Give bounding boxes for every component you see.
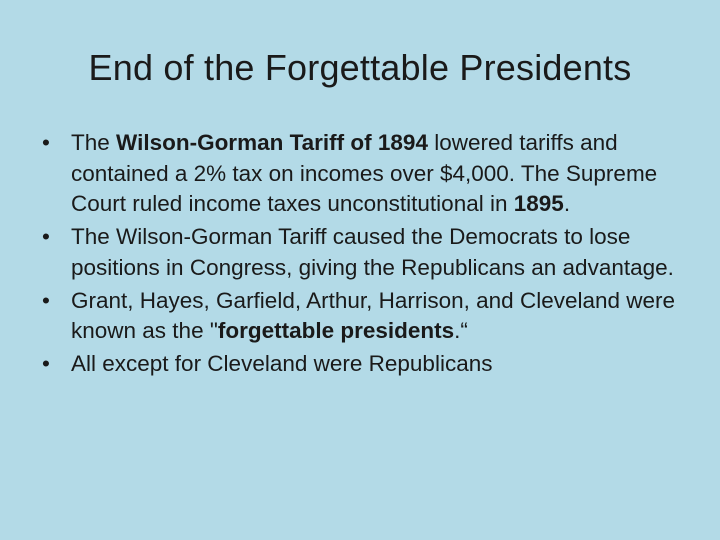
bullet-segment: . <box>563 191 571 217</box>
bullet-text: All except for Cleveland were Republican… <box>71 351 492 376</box>
bullet-segment-bold: 1895 <box>513 191 564 217</box>
bullet-dot-icon: • <box>42 287 50 313</box>
bullet-segment: The <box>71 130 117 155</box>
bullet-text: The Wilson-Gorman Tariff of 1894 lowered… <box>71 130 657 216</box>
bullet-list: • The Wilson-Gorman Tariff of 1894 lower… <box>42 128 692 382</box>
bullet-item: • All except for Cleveland were Republic… <box>42 349 692 380</box>
bullet-segment: All except for Cleveland were Republican… <box>71 350 493 376</box>
bullet-dot-icon: • <box>42 350 50 376</box>
bullet-segment-bold: Wilson-Gorman Tariff of 1894 <box>116 130 428 155</box>
bullet-item: • The Wilson-Gorman Tariff caused the De… <box>42 222 692 283</box>
bullet-segment: The Wilson-Gorman Tariff caused the Demo… <box>71 224 674 280</box>
bullet-text: The Wilson-Gorman Tariff caused the Demo… <box>71 224 674 280</box>
bullet-segment: .“ <box>454 318 468 344</box>
bullet-item: • The Wilson-Gorman Tariff of 1894 lower… <box>42 128 692 220</box>
bullet-segment: lowered tariffs and contained a 2% tax o… <box>71 130 658 217</box>
bullet-segment: Grant, Hayes, Garfield, Arthur, Harrison… <box>71 287 676 344</box>
bullet-segment-bold: forgettable presidents <box>217 318 455 344</box>
bullet-item: • Grant, Hayes, Garfield, Arthur, Harris… <box>42 286 692 347</box>
bullet-dot-icon: • <box>42 224 50 250</box>
bullet-text: Grant, Hayes, Garfield, Arthur, Harrison… <box>71 288 675 344</box>
slide-title: End of the Forgettable Presidents <box>88 47 632 88</box>
bullet-dot-icon: • <box>42 130 50 155</box>
